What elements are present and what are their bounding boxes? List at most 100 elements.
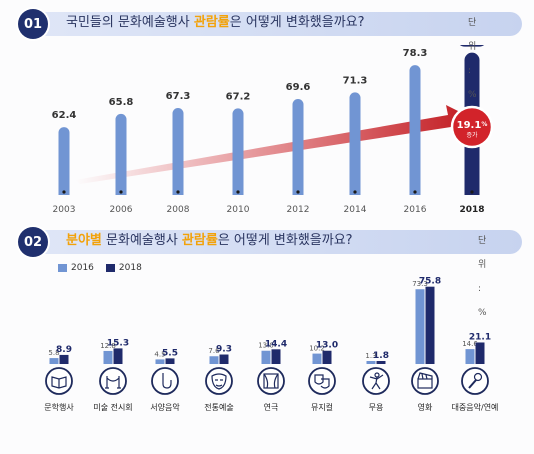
value-label-2012: 69.6 bbox=[286, 82, 311, 93]
value-label-미술 전시회-2018: 15.3 bbox=[107, 338, 129, 348]
x-tick-2016: 2016 bbox=[404, 205, 427, 215]
x-tick-2010: 2010 bbox=[227, 205, 250, 215]
value-label-대중음악/연예-2016: 14.6 bbox=[462, 340, 478, 348]
legend-swatch-2018 bbox=[105, 264, 115, 272]
legend-swatch-2016 bbox=[58, 264, 67, 272]
section1-header: 01 국민들의 문화예술행사 관람률은 어떻게 변화했을까요? 단위 : % bbox=[18, 9, 522, 100]
saxophone-icon bbox=[151, 367, 179, 395]
bar-뮤지컬-2018 bbox=[322, 350, 332, 364]
bar-dot bbox=[353, 190, 357, 194]
bar-2010 bbox=[232, 108, 244, 195]
growth-label: 증가 bbox=[466, 131, 478, 139]
category-label-4: 연극 bbox=[264, 403, 279, 412]
section2-header: 02 분야별 문화예술행사 관람률은 어떻게 변화했을까요? 단위 : % bbox=[18, 227, 522, 318]
bar-영화-2018 bbox=[425, 286, 435, 364]
bar-dot bbox=[62, 190, 66, 194]
section2-unit-label: 단위 : % bbox=[478, 236, 487, 318]
bar-전통예술-2016 bbox=[209, 356, 219, 364]
section2-title: 분야별 문화예술행사 관람률은 어떻게 변화했을까요? bbox=[66, 233, 353, 248]
category-label-5: 뮤지컬 bbox=[311, 403, 333, 412]
section2-number-badge: 02 bbox=[18, 227, 48, 257]
section1-title-bar bbox=[32, 12, 522, 36]
clapperboard-icon bbox=[411, 367, 439, 395]
category-label-0: 문학행사 bbox=[44, 402, 74, 412]
value-label-문학행사-2016: 5.8 bbox=[48, 349, 59, 357]
bar-서양음악-2018 bbox=[165, 358, 175, 364]
category-label-2: 서양음악 bbox=[150, 402, 180, 412]
value-label-2014: 71.3 bbox=[343, 75, 368, 86]
value-label-뮤지컬-2016: 10.2 bbox=[309, 345, 325, 353]
section1-title: 국민들의 문화예술행사 관람률은 어떻게 변화했을까요? bbox=[66, 15, 365, 30]
dancer-icon bbox=[362, 367, 390, 395]
bar-dot bbox=[236, 190, 240, 194]
bar-dot bbox=[413, 190, 417, 194]
x-tick-2003: 2003 bbox=[53, 205, 76, 215]
value-label-무용-2016: 1.3 bbox=[365, 352, 376, 360]
value-label-영화-2018: 75.8 bbox=[419, 277, 441, 287]
value-label-서양음악-2016: 4.5 bbox=[154, 350, 165, 358]
bar-전통예술-2018 bbox=[219, 354, 229, 364]
value-label-영화-2016: 73.3 bbox=[412, 280, 428, 288]
category-label-6: 무용 bbox=[369, 403, 384, 412]
genre-attendance-chart: 5.88.9 문학행사 12.815.3 미술 전시회 4.55.5 서양음악 7.69.3… bbox=[44, 277, 499, 412]
bar-대중음악/연예-2018 bbox=[475, 342, 485, 364]
value-label-서양음악-2018: 5.5 bbox=[162, 348, 178, 358]
bar-대중음악/연예-2016 bbox=[465, 349, 475, 364]
theater-icon bbox=[257, 367, 285, 395]
bar-연극-2016 bbox=[261, 350, 271, 364]
category-label-7: 영화 bbox=[418, 402, 433, 412]
x-tick-2014: 2014 bbox=[344, 205, 367, 215]
x-tick-2006: 2006 bbox=[110, 205, 133, 215]
bar-무용-2018 bbox=[376, 361, 386, 364]
value-label-뮤지컬-2018: 13.0 bbox=[316, 341, 338, 351]
bar-2008 bbox=[172, 108, 184, 195]
value-label-2003: 62.4 bbox=[52, 110, 77, 121]
value-label-2016: 78.3 bbox=[403, 48, 428, 59]
growth-value: 19.1% bbox=[457, 120, 488, 131]
x-tick-2008: 2008 bbox=[167, 205, 190, 215]
value-label-미술 전시회-2016: 12.8 bbox=[100, 342, 116, 350]
bar-2016 bbox=[409, 65, 421, 195]
value-label-연극-2018: 14.4 bbox=[265, 339, 287, 349]
value-label-2008: 67.3 bbox=[166, 91, 191, 102]
category-label-3: 전통예술 bbox=[204, 402, 233, 412]
book-icon bbox=[45, 367, 73, 395]
growth-circle bbox=[450, 105, 494, 149]
bar-dot bbox=[119, 190, 123, 194]
value-label-문학행사-2018: 8.9 bbox=[56, 345, 72, 355]
bar-무용-2016 bbox=[366, 361, 376, 364]
value-label-전통예술-2016: 7.6 bbox=[208, 347, 220, 355]
section2-title-bar bbox=[32, 230, 522, 254]
bar-2006 bbox=[115, 113, 127, 195]
bar-dot bbox=[176, 190, 180, 194]
value-label-연극-2016: 13.0 bbox=[258, 342, 274, 350]
section1-unit-label: 단위 : % bbox=[468, 18, 477, 100]
value-label-2010: 67.2 bbox=[226, 91, 251, 102]
value-label-2006: 65.8 bbox=[109, 97, 134, 108]
value-badge-2018 bbox=[459, 45, 485, 47]
bar-2012 bbox=[292, 99, 304, 195]
bar-dot bbox=[470, 190, 474, 194]
x-tick-2012: 2012 bbox=[287, 205, 310, 215]
category-label-1: 미술 전시회 bbox=[93, 402, 132, 412]
legend-label-2016: 2016 bbox=[71, 263, 94, 273]
bar-뮤지컬-2016 bbox=[312, 353, 322, 364]
bar-dot bbox=[296, 190, 300, 194]
category-label-8: 대중음악/연예 bbox=[452, 402, 499, 412]
musical-masks-icon bbox=[308, 367, 336, 395]
stanchion-icon bbox=[99, 367, 127, 395]
chart2-legend: 2016 2018 bbox=[58, 263, 142, 273]
microphone-icon bbox=[461, 367, 489, 395]
mask-icon bbox=[205, 367, 233, 395]
bar-영화-2016 bbox=[415, 289, 425, 364]
x-tick-2018: 2018 bbox=[459, 205, 484, 215]
bar-연극-2018 bbox=[271, 349, 281, 364]
value-label-대중음악/연예-2018: 21.1 bbox=[469, 332, 491, 342]
bar-미술 전시회-2016 bbox=[103, 350, 113, 364]
legend-label-2018: 2018 bbox=[118, 263, 142, 273]
bar-문학행사-2018 bbox=[59, 354, 69, 364]
bar-문학행사-2016 bbox=[49, 358, 59, 364]
bar-2003 bbox=[58, 127, 70, 195]
value-label-전통예술-2018: 9.3 bbox=[216, 345, 232, 355]
bar-미술 전시회-2018 bbox=[113, 348, 123, 364]
